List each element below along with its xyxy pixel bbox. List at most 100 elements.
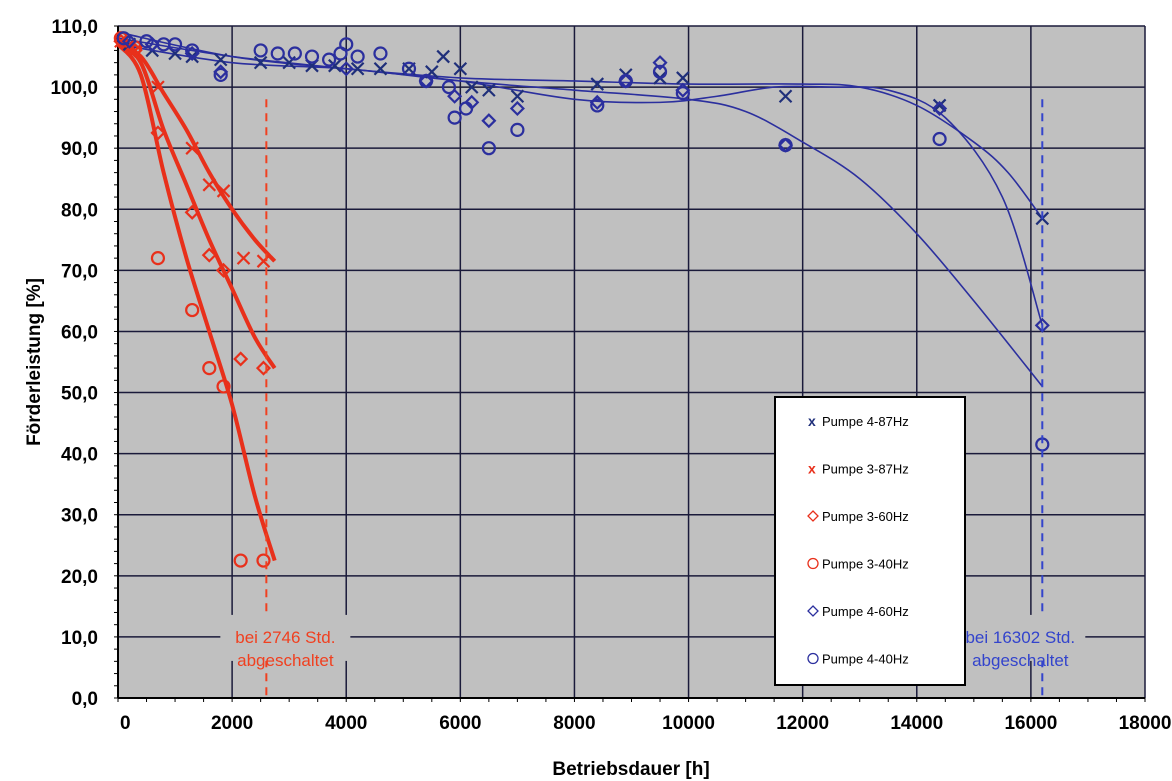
data-point-circle xyxy=(322,52,337,67)
data-point-circle xyxy=(233,553,248,568)
legend-label: Pumpe 3-87Hz xyxy=(822,462,909,477)
trend-line xyxy=(117,42,277,263)
x-tick-label: 8000 xyxy=(553,713,595,734)
data-point-diamond xyxy=(184,45,200,62)
data-point-circle xyxy=(256,553,271,568)
trend-line xyxy=(116,42,277,562)
data-point-x xyxy=(482,83,496,97)
annotation-background xyxy=(955,614,1086,661)
x-tick-label: 18000 xyxy=(1119,713,1172,734)
data-point-diamond xyxy=(215,262,232,278)
data-point-diamond xyxy=(255,360,272,376)
data-point-circle xyxy=(510,122,525,137)
data-point-circle xyxy=(590,98,605,113)
data-point-circle xyxy=(139,34,154,49)
y-tick-label: 10,0 xyxy=(61,628,98,649)
legend-label: Pumpe 4-60Hz xyxy=(822,604,909,619)
data-point-diamond xyxy=(121,33,137,49)
y-tick-label: 90,0 xyxy=(61,139,98,160)
legend-label: Pumpe 3-40Hz xyxy=(822,557,909,572)
cutoff-annotation: bei 2746 Std. abgeschaltet xyxy=(220,614,351,670)
data-point-circle xyxy=(807,557,819,570)
y-tick-label: 30,0 xyxy=(61,506,98,527)
x-tick-label: 16000 xyxy=(1004,713,1057,734)
data-point-diamond xyxy=(1034,317,1050,333)
x-tick-label: 12000 xyxy=(776,713,829,734)
y-tick-label: 50,0 xyxy=(61,384,98,405)
x-tick-label: 2000 xyxy=(211,713,253,734)
data-point-circle xyxy=(116,31,131,46)
data-point-diamond xyxy=(652,55,668,71)
data-point-diamond xyxy=(233,351,249,367)
data-point-x xyxy=(373,61,388,76)
y-axis-title: Förderleistung [%] xyxy=(24,278,45,446)
data-point-circle xyxy=(253,43,268,58)
data-point-diamond xyxy=(807,510,819,522)
data-point-x xyxy=(253,55,268,70)
data-point-circle xyxy=(304,49,320,64)
data-point-circle xyxy=(481,141,496,156)
tick-labels: 0 2000 4000 6000 8000 10000 12000 14000 16000 180… xyxy=(50,17,1171,734)
legend-item: Pumpe 4-40Hz xyxy=(807,652,909,667)
data-point-circle xyxy=(373,46,388,61)
x-tick-label: 4000 xyxy=(325,713,367,734)
data-point-x xyxy=(778,89,793,104)
annotation-line1: bei 2746 Std. xyxy=(235,628,335,647)
data-point-circle xyxy=(350,49,365,64)
data-point-x xyxy=(676,71,690,85)
data-point-x xyxy=(213,52,228,67)
series-pumpe-4-40hz xyxy=(116,31,1050,452)
y-tick-label: 60,0 xyxy=(61,322,98,343)
data-point-circle xyxy=(618,73,633,89)
data-point-x xyxy=(350,61,365,76)
data-point-x xyxy=(236,251,251,265)
legend-label: Pumpe 4-40Hz xyxy=(822,652,909,667)
y-tick-label: 100,0 xyxy=(50,78,98,99)
data-point-circle xyxy=(458,101,474,116)
legend-item: x Pumpe 4-87Hz xyxy=(808,413,909,429)
y-tick-label: 70,0 xyxy=(61,261,98,282)
data-point-circle xyxy=(652,64,668,79)
data-point-circle xyxy=(185,43,200,58)
data-point-x xyxy=(464,80,479,94)
data-point-circle xyxy=(287,46,302,61)
data-point-circle xyxy=(447,110,462,125)
data-point-circle xyxy=(202,361,217,376)
legend-marker: x xyxy=(808,413,816,429)
data-point-circle xyxy=(675,86,690,101)
data-point-x xyxy=(151,80,165,94)
legend-marker: x xyxy=(808,461,816,477)
annotation-line1: bei 16302 Std. xyxy=(965,628,1075,647)
data-point-x xyxy=(453,61,468,76)
data-point-circle xyxy=(778,138,793,153)
legend-label: Pumpe 3-60Hz xyxy=(822,509,909,524)
data-point-circle xyxy=(167,37,183,52)
data-point-x xyxy=(185,141,199,155)
data-point-diamond xyxy=(127,42,143,58)
data-point-diamond xyxy=(150,125,166,141)
legend: x Pumpe 4-87Hz x Pumpe 3-87Hz Pumpe 3-60Hz Pu… xyxy=(774,396,966,686)
data-point-circle xyxy=(339,37,354,52)
data-point-diamond xyxy=(481,113,497,129)
legend-item: Pumpe 4-60Hz xyxy=(807,604,909,619)
data-point-circle xyxy=(401,61,417,76)
cutoff-annotation: bei 16302 Std. abgeschaltet xyxy=(955,614,1086,670)
data-point-circle xyxy=(185,302,200,318)
y-tick-label: 80,0 xyxy=(61,200,98,221)
data-point-diamond xyxy=(184,204,200,220)
data-point-diamond xyxy=(201,247,217,263)
data-point-diamond xyxy=(509,100,525,117)
data-markers xyxy=(113,31,1050,568)
legend-item: x Pumpe 3-87Hz xyxy=(808,461,909,477)
legend-item: Pumpe 3-60Hz xyxy=(807,509,909,524)
trend-lines xyxy=(116,31,1044,562)
x-axis-title: Betriebsdauer [h] xyxy=(552,759,709,780)
data-point-x xyxy=(216,184,231,198)
x-tick-label: 10000 xyxy=(662,713,715,734)
data-point-x xyxy=(202,178,217,192)
y-tick-label: 110,0 xyxy=(52,17,99,38)
trend-line xyxy=(117,43,1043,387)
x-tick-label: 6000 xyxy=(439,713,481,734)
data-point-x xyxy=(436,49,450,64)
